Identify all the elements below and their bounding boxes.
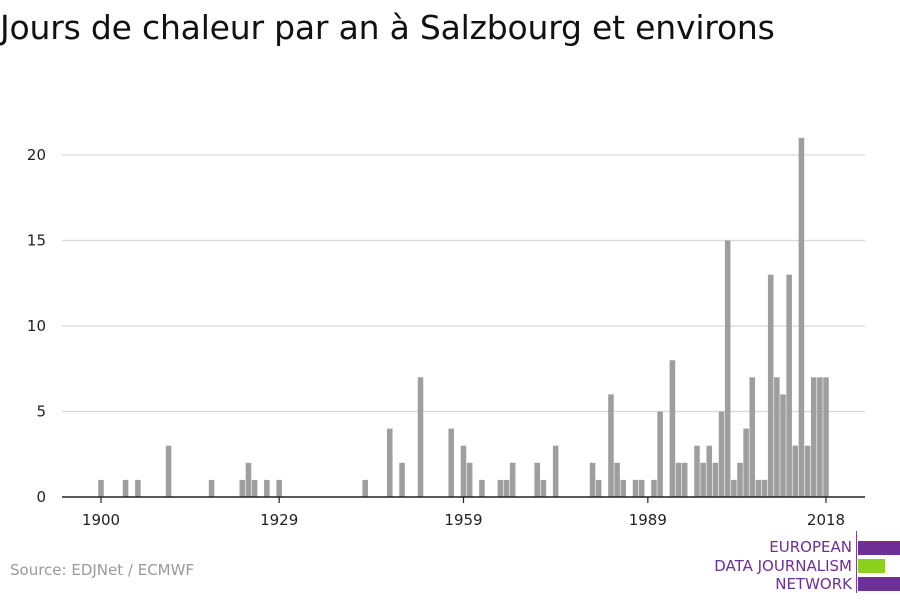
bar-1929 — [276, 479, 282, 497]
chart-title: Jours de chaleur par an à Salzbourg et e… — [0, 8, 775, 47]
logo-bar-green — [858, 559, 885, 573]
bar-1967 — [509, 462, 516, 497]
bar-2013 — [792, 445, 799, 497]
bar-1943 — [362, 479, 368, 497]
bar-1906 — [135, 479, 141, 497]
gridlines — [62, 154, 865, 413]
bar-1904 — [122, 479, 129, 497]
bar-2000 — [712, 462, 719, 497]
bar-1988 — [638, 479, 645, 497]
y-tick-label: 20 — [27, 146, 46, 164]
bar-1949 — [399, 462, 405, 497]
bar-1925 — [251, 479, 258, 497]
bar-1927 — [264, 479, 270, 497]
x-tick-label: 2018 — [807, 511, 845, 529]
x-tick-label: 1900 — [82, 511, 120, 529]
x-tick-label: 1929 — [260, 511, 298, 529]
y-tick-label: 10 — [27, 317, 46, 335]
bar-1981 — [595, 479, 602, 497]
bar-1952 — [417, 377, 424, 497]
bar-1971 — [534, 462, 541, 497]
bar-1980 — [589, 462, 596, 497]
bar-1984 — [614, 462, 620, 497]
bar-1918 — [208, 479, 215, 497]
bar-1900 — [98, 479, 104, 497]
logo-bar-purple-bottom — [858, 577, 900, 591]
bar-1957 — [448, 428, 454, 497]
logo-divider — [856, 531, 857, 593]
x-tick-label: 1989 — [629, 511, 667, 529]
bar-1966 — [503, 479, 510, 497]
bars — [98, 137, 829, 497]
bar-1994 — [675, 462, 682, 497]
bar-2006 — [749, 377, 756, 497]
bar-2001 — [718, 411, 725, 497]
bar-2003 — [731, 479, 737, 497]
bar-2015 — [804, 445, 811, 497]
bar-1960 — [466, 462, 473, 497]
bar-1990 — [651, 479, 657, 497]
bar-2005 — [743, 428, 749, 497]
bar-1999 — [706, 445, 713, 497]
bar-1995 — [681, 462, 688, 497]
bar-1983 — [608, 394, 614, 497]
bar-1997 — [694, 445, 700, 497]
bar-1991 — [657, 411, 663, 497]
logo-bar-purple-top — [858, 541, 900, 555]
bar-2012 — [786, 274, 792, 497]
axes: 0 5 10 15 20 1900 1929 1959 1989 2018 — [27, 146, 865, 529]
bar-1972 — [540, 479, 547, 497]
bar-2016 — [810, 377, 817, 497]
bar-2010 — [774, 377, 780, 497]
y-tick-label: 5 — [36, 403, 46, 421]
y-tick-label: 0 — [36, 488, 46, 506]
bar-2014 — [798, 137, 805, 497]
bar-2018 — [823, 377, 829, 497]
bar-1987 — [632, 479, 639, 497]
logo-text-line-3: NETWORK — [775, 575, 852, 593]
bar-2007 — [755, 479, 762, 497]
bar-1911 — [165, 445, 172, 497]
bar-1947 — [386, 428, 393, 497]
bar-1974 — [552, 445, 559, 497]
bar-1962 — [479, 479, 485, 497]
bar-2008 — [761, 479, 768, 497]
logo-text-line-2: DATA JOURNALISM — [714, 557, 852, 575]
edjnet-logo[interactable]: EUROPEAN DATA JOURNALISM NETWORK — [700, 531, 900, 600]
x-tick-label: 1959 — [444, 511, 482, 529]
bar-1998 — [700, 462, 706, 497]
logo-text-line-1: EUROPEAN — [769, 538, 852, 556]
bar-1993 — [669, 360, 676, 497]
bar-2011 — [780, 394, 786, 497]
bar-2004 — [737, 462, 743, 497]
bar-1923 — [239, 479, 246, 497]
y-tick-label: 15 — [27, 232, 46, 250]
bar-2009 — [767, 274, 774, 497]
source-note: Source: EDJNet / ECMWF — [10, 561, 195, 579]
bar-1924 — [245, 462, 252, 497]
bar-2002 — [724, 240, 731, 497]
bar-1959 — [460, 445, 467, 497]
bar-1985 — [620, 479, 627, 497]
bar-1965 — [497, 479, 504, 497]
bar-2017 — [817, 377, 823, 497]
